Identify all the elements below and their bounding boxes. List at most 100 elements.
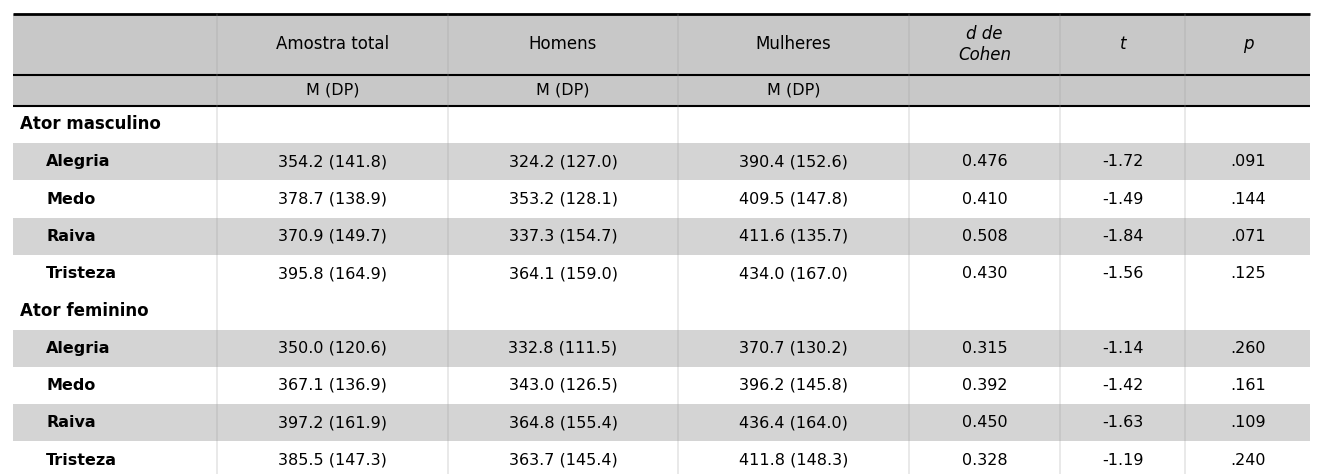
Bar: [1185, 255, 1310, 292]
Text: 354.2 (141.8): 354.2 (141.8): [278, 154, 387, 169]
Bar: [1060, 404, 1185, 441]
Bar: [448, 14, 678, 75]
Text: 343.0 (126.5): 343.0 (126.5): [508, 378, 618, 393]
Bar: [217, 404, 448, 441]
Bar: [13, 255, 217, 292]
Text: 0.328: 0.328: [961, 453, 1008, 467]
Text: M (DP): M (DP): [536, 83, 590, 98]
Bar: [1060, 143, 1185, 180]
Bar: [678, 441, 909, 474]
Text: p: p: [1243, 36, 1252, 54]
Bar: [13, 441, 217, 474]
Bar: [909, 218, 1060, 255]
Bar: [1185, 218, 1310, 255]
Text: 337.3 (154.7): 337.3 (154.7): [508, 229, 618, 244]
Bar: [13, 180, 217, 218]
Text: Alegria: Alegria: [46, 154, 111, 169]
Bar: [678, 218, 909, 255]
Text: 353.2 (128.1): 353.2 (128.1): [508, 191, 618, 207]
Text: .109: .109: [1230, 415, 1266, 430]
Text: Alegria: Alegria: [46, 341, 111, 356]
Bar: [217, 75, 448, 106]
Text: -1.72: -1.72: [1102, 154, 1143, 169]
Bar: [909, 106, 1060, 143]
Text: 397.2 (161.9): 397.2 (161.9): [278, 415, 387, 430]
Text: Raiva: Raiva: [46, 415, 96, 430]
Text: 367.1 (136.9): 367.1 (136.9): [278, 378, 387, 393]
Bar: [678, 143, 909, 180]
Bar: [448, 180, 678, 218]
Bar: [1185, 180, 1310, 218]
Bar: [909, 255, 1060, 292]
Bar: [1185, 329, 1310, 367]
Text: 364.8 (155.4): 364.8 (155.4): [508, 415, 618, 430]
Text: 434.0 (167.0): 434.0 (167.0): [739, 266, 848, 281]
Text: 378.7 (138.9): 378.7 (138.9): [278, 191, 387, 207]
Bar: [217, 329, 448, 367]
Bar: [909, 329, 1060, 367]
Bar: [678, 255, 909, 292]
Text: 411.6 (135.7): 411.6 (135.7): [739, 229, 848, 244]
Text: 409.5 (147.8): 409.5 (147.8): [739, 191, 848, 207]
Text: M (DP): M (DP): [766, 83, 820, 98]
Bar: [1185, 404, 1310, 441]
Text: -1.42: -1.42: [1102, 378, 1143, 393]
Bar: [678, 106, 909, 143]
Bar: [13, 329, 217, 367]
Bar: [1185, 292, 1310, 329]
Text: 411.8 (148.3): 411.8 (148.3): [739, 453, 848, 467]
Text: Tristeza: Tristeza: [46, 453, 117, 467]
Bar: [448, 218, 678, 255]
Bar: [13, 404, 217, 441]
Text: 396.2 (145.8): 396.2 (145.8): [739, 378, 848, 393]
Bar: [13, 292, 217, 329]
Bar: [217, 180, 448, 218]
Text: 0.392: 0.392: [961, 378, 1008, 393]
Text: Mulheres: Mulheres: [756, 36, 831, 54]
Bar: [678, 367, 909, 404]
Text: Medo: Medo: [46, 191, 95, 207]
Text: d de
Cohen: d de Cohen: [957, 25, 1011, 64]
Text: 395.8 (164.9): 395.8 (164.9): [278, 266, 387, 281]
Bar: [1060, 180, 1185, 218]
Text: -1.14: -1.14: [1102, 341, 1143, 356]
Bar: [13, 143, 217, 180]
Bar: [448, 255, 678, 292]
Text: 364.1 (159.0): 364.1 (159.0): [508, 266, 618, 281]
Text: .161: .161: [1230, 378, 1266, 393]
Bar: [678, 404, 909, 441]
Text: Ator masculino: Ator masculino: [20, 115, 161, 133]
Text: 0.450: 0.450: [961, 415, 1008, 430]
Text: -1.49: -1.49: [1102, 191, 1143, 207]
Bar: [909, 14, 1060, 75]
Text: Ator feminino: Ator feminino: [20, 302, 149, 320]
Bar: [678, 329, 909, 367]
Bar: [1060, 292, 1185, 329]
Bar: [678, 75, 909, 106]
Bar: [1060, 75, 1185, 106]
Text: 370.7 (130.2): 370.7 (130.2): [739, 341, 848, 356]
Text: 363.7 (145.4): 363.7 (145.4): [508, 453, 618, 467]
Bar: [217, 143, 448, 180]
Text: t: t: [1119, 36, 1126, 54]
Text: 370.9 (149.7): 370.9 (149.7): [278, 229, 387, 244]
Bar: [448, 367, 678, 404]
Text: 0.508: 0.508: [961, 229, 1008, 244]
Bar: [909, 180, 1060, 218]
Text: 332.8 (111.5): 332.8 (111.5): [508, 341, 618, 356]
Text: .125: .125: [1230, 266, 1266, 281]
Bar: [448, 143, 678, 180]
Bar: [217, 14, 448, 75]
Bar: [13, 75, 217, 106]
Text: 0.410: 0.410: [961, 191, 1008, 207]
Bar: [448, 441, 678, 474]
Bar: [13, 106, 217, 143]
Bar: [1185, 75, 1310, 106]
Bar: [678, 180, 909, 218]
Bar: [1185, 106, 1310, 143]
Bar: [678, 292, 909, 329]
Bar: [13, 14, 217, 75]
Bar: [217, 367, 448, 404]
Bar: [1185, 14, 1310, 75]
Bar: [13, 367, 217, 404]
